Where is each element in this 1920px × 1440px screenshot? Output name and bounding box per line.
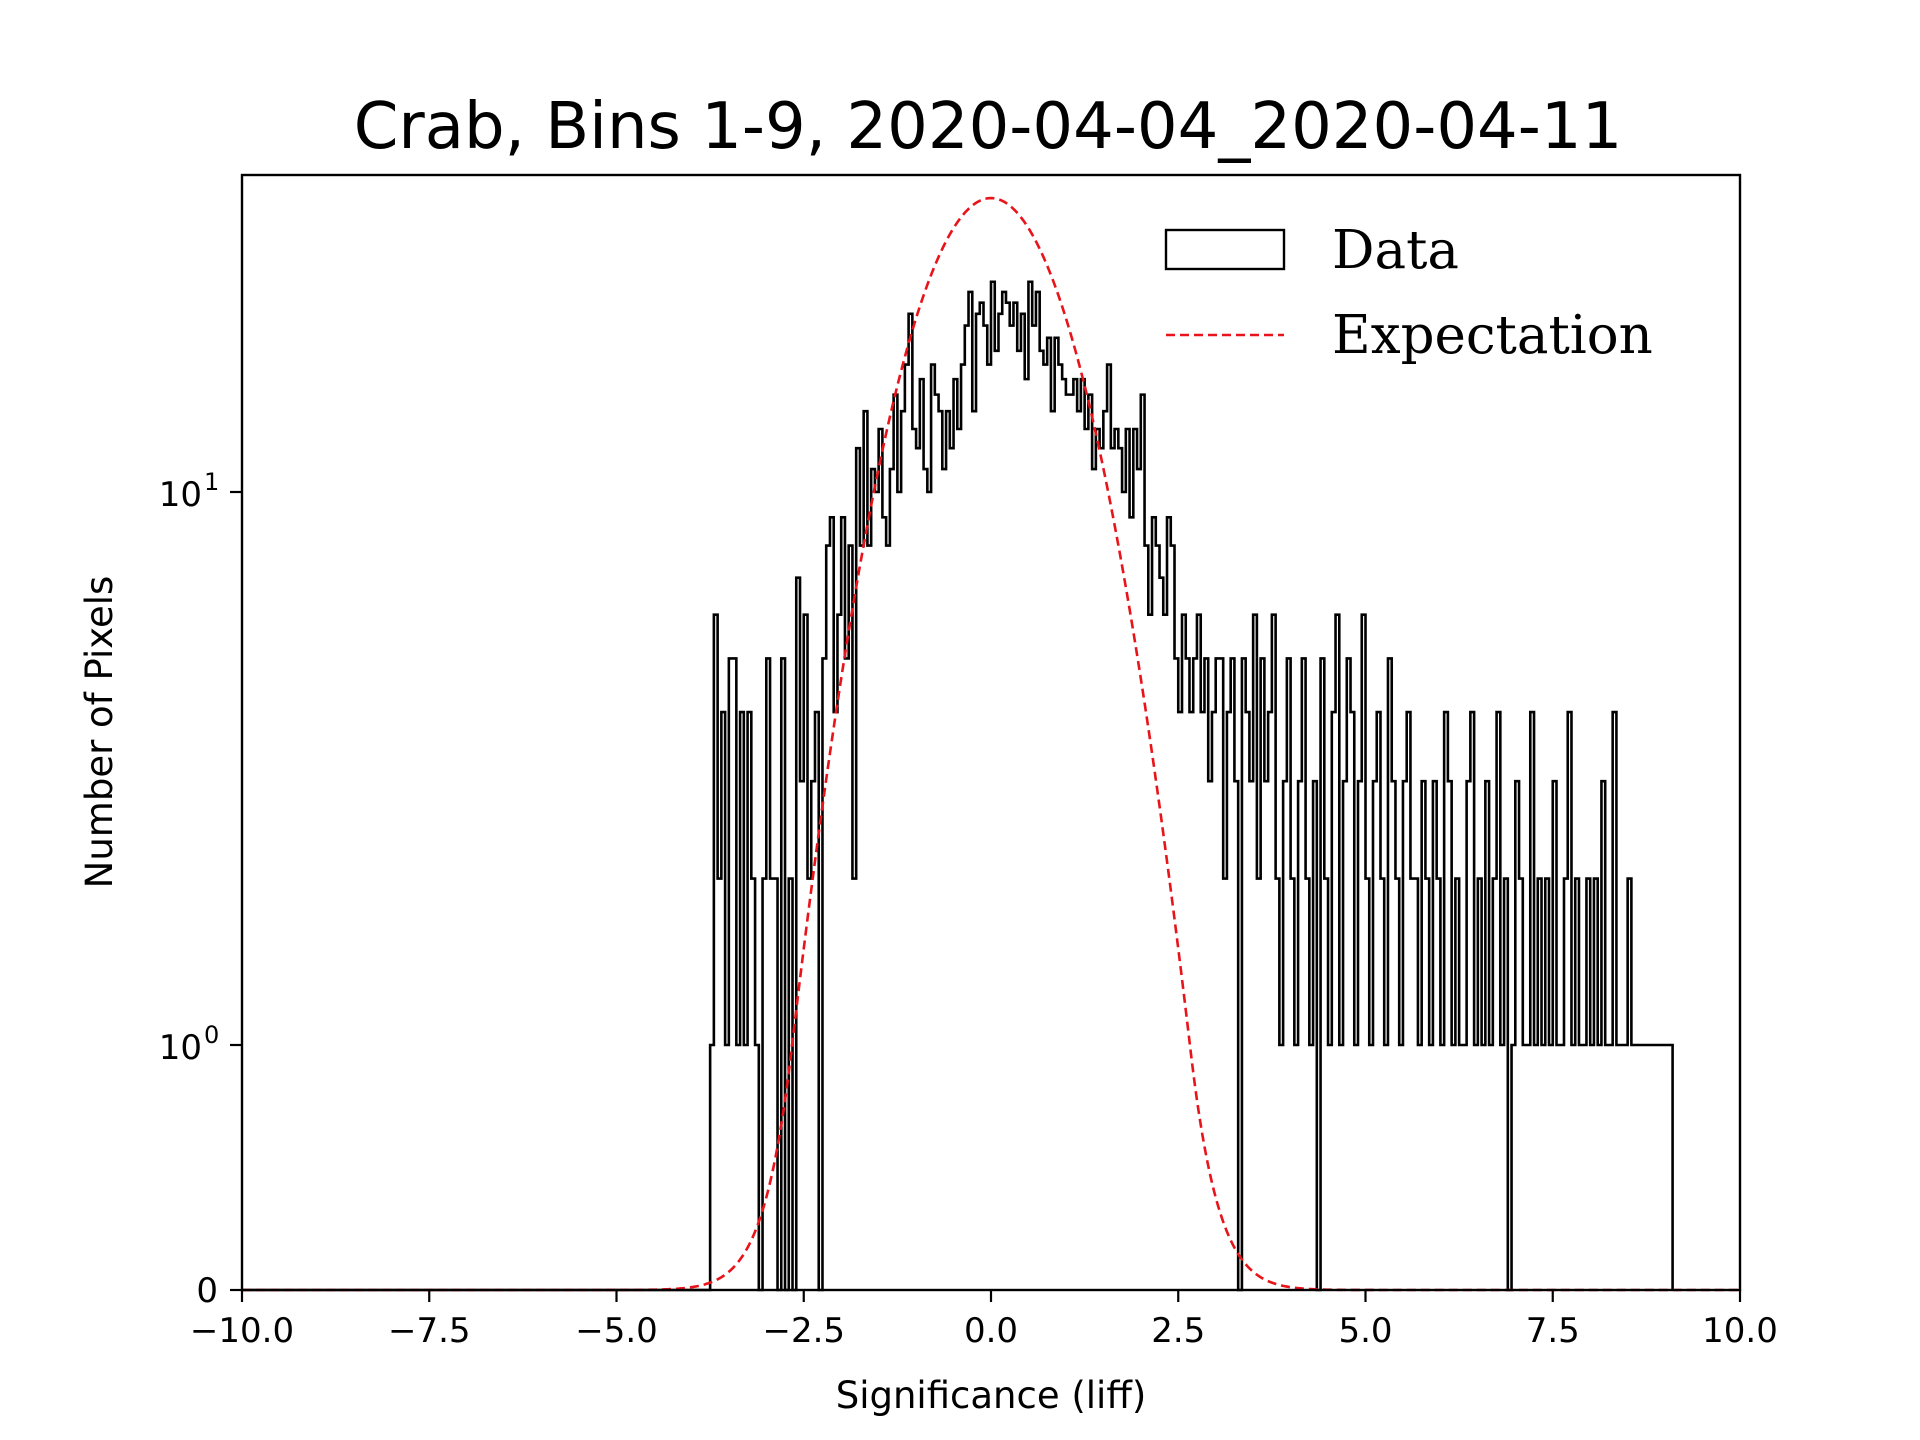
y-tick-label-base: 10 [159,1028,202,1068]
x-tick-label: 7.5 [1526,1311,1580,1351]
y-tick-label-exponent: 1 [204,468,219,496]
y-tick-label: 0 [196,1271,218,1311]
y-tick-label-exponent: 0 [204,1021,219,1049]
legend-expectation-label: Expectation [1332,305,1653,366]
chart-title: Crab, Bins 1-9, 2020-04-04_2020-04-11 [354,90,1623,164]
y-tick-label-base: 10 [159,475,202,515]
legend-data-swatch [1164,228,1286,271]
expectation-curve [242,196,1740,1292]
x-tick-label: −2.5 [762,1311,845,1351]
data-histogram-series [242,280,1674,1292]
x-tick-label: −10.0 [190,1311,294,1351]
y-axis-title: Number of Pixels [78,576,121,889]
data-layer [242,280,1674,1292]
y-tick-label: 10 0 [159,1021,220,1068]
x-tick-label: 0.0 [964,1311,1018,1351]
legend: Data Expectation [1164,220,1653,366]
x-tick-label: 5.0 [1338,1311,1392,1351]
legend-data-label: Data [1332,220,1459,281]
x-axis-title: Significance (liff) [836,1374,1147,1417]
x-tick-label: 2.5 [1151,1311,1205,1351]
x-axis: −10.0 −7.5 −5.0 −2.5 0.0 2.5 5.0 7.5 10.0 [190,1290,1778,1351]
x-tick-label: −5.0 [575,1311,658,1351]
expectation-layer [242,196,1740,1292]
x-tick-label: −7.5 [388,1311,471,1351]
y-tick-label: 10 1 [159,468,220,515]
x-tick-label: 10.0 [1702,1311,1778,1351]
